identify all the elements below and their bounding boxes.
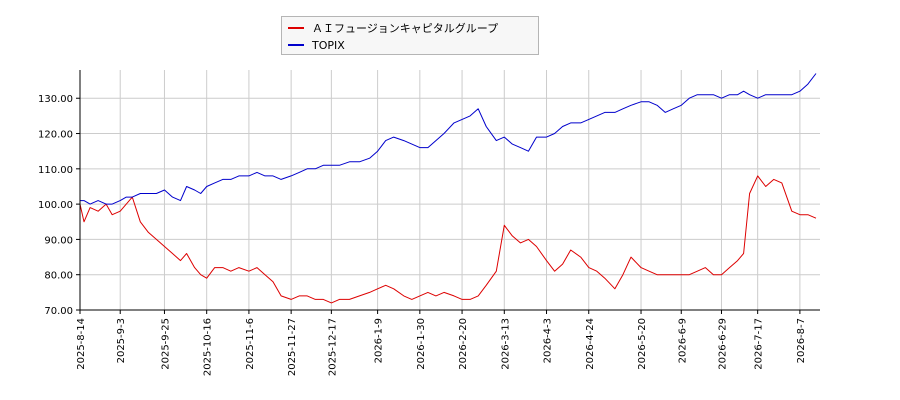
x-tick-label: 2026-6-29 (717, 318, 728, 370)
y-tick-label: 110.00 (38, 165, 73, 176)
series-line-1 (79, 175, 817, 304)
x-tick-label: 2026-1-9 (374, 318, 385, 363)
x-tick-label: 2025-9-3 (116, 318, 127, 363)
x-tick-label: 2025-12-17 (327, 318, 338, 376)
x-tick-label: 2025-11-27 (287, 318, 298, 376)
legend-label-series-2: TOPIX (312, 38, 345, 52)
x-tick-label: 2026-7-17 (754, 318, 765, 370)
y-tick-label: 120.00 (38, 130, 73, 141)
legend-swatch-series-1 (288, 27, 304, 29)
series-line-2 (80, 73, 817, 205)
x-tick-label: 2026-6-9 (677, 318, 688, 363)
x-tick-label: 2026-5-20 (637, 318, 648, 370)
y-tick-label: 100.00 (38, 200, 73, 211)
series-lines (79, 73, 817, 304)
x-tick-labels: 2025-8-14 2025-9-3 2025-9-25 2025-10-16 2025… (76, 318, 807, 376)
x-tick-label: 2025-10-16 (203, 318, 214, 376)
y-tick-label: 130.00 (38, 94, 73, 105)
x-tick-label: 2025-11-6 (245, 318, 256, 370)
x-tick-label: 2026-4-3 (543, 318, 554, 363)
y-tick-label: 80.00 (44, 271, 73, 282)
axes (76, 70, 820, 314)
legend-label-series-1: ＡＩフュージョンキャピタルグループ (312, 22, 499, 35)
legend-item-series-2: TOPIX (288, 37, 345, 53)
x-tick-label: 2026-1-30 (416, 318, 427, 370)
x-tick-label: 2026-4-24 (585, 318, 596, 370)
x-tick-label: 2026-2-20 (458, 318, 469, 370)
legend: ＡＩフュージョンキャピタルグループ TOPIX (281, 16, 539, 55)
x-tick-label: 2025-8-14 (76, 318, 87, 370)
legend-swatch-series-2 (288, 44, 304, 46)
y-tick-label: 70.00 (44, 306, 73, 317)
grid-lines (79, 70, 820, 311)
x-tick-label: 2026-3-13 (500, 318, 511, 370)
legend-item-series-1: ＡＩフュージョンキャピタルグループ (288, 20, 498, 36)
y-tick-labels: 70.00 80.00 90.00 100.00 110.00 120.00 130.00 (38, 94, 73, 317)
y-tick-label: 90.00 (44, 235, 73, 246)
x-tick-label: 2026-8-7 (796, 318, 807, 363)
x-tick-label: 2025-9-25 (160, 318, 171, 370)
